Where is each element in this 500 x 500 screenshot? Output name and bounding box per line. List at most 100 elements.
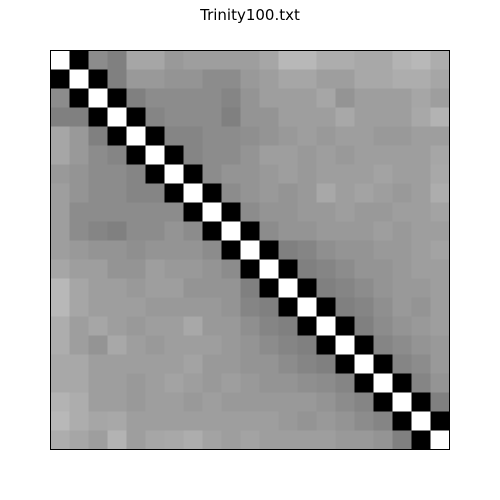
heatmap-cell-r0-c16 [354,50,374,70]
heatmap-cell-r8-c12 [278,202,298,222]
heatmap-cell-r5-c9 [221,145,241,165]
heatmap-cell-r1-c0 [50,69,70,89]
heatmap-cell-r9-c18 [392,221,412,241]
heatmap-cell-r19-c10 [240,411,260,431]
heatmap-cell-r10-c1 [69,240,89,260]
heatmap-cell-r5-c17 [373,145,393,165]
heatmap-cell-r10-c6 [164,240,184,260]
heatmap-cell-r6-c15 [335,164,355,184]
heatmap-cell-r0-c11 [259,50,279,70]
heatmap-cell-r18-c4 [126,392,146,412]
heatmap-cell-r15-c10 [240,335,260,355]
heatmap-cell-r16-c5 [145,354,165,374]
heatmap-cell-r15-c9 [221,335,241,355]
heatmap-cell-r1-c13 [297,69,317,89]
heatmap-cell-r8-c10 [240,202,260,222]
heatmap-cell-r14-c12 [278,316,298,336]
heatmap-cell-r13-c5 [145,297,165,317]
heatmap-cell-r10-c0 [50,240,70,260]
heatmap-cell-r0-c20 [430,50,450,70]
heatmap-cell-r8-c16 [354,202,374,222]
heatmap-cell-r16-c3 [107,354,127,374]
heatmap-cell-r3-c16 [354,107,374,127]
heatmap-cell-r19-c3 [107,411,127,431]
heatmap-cell-r20-c3 [107,430,127,450]
heatmap-cell-r7-c11 [259,183,279,203]
heatmap-cell-r2-c0 [50,88,70,108]
heatmap-cell-r10-c13 [297,240,317,260]
heatmap-cell-r0-c7 [183,50,203,70]
heatmap-cell-r13-c1 [69,297,89,317]
heatmap-cell-r12-c16 [354,278,374,298]
heatmap-cell-r10-c12 [278,240,298,260]
heatmap-cell-r18-c3 [107,392,127,412]
heatmap-cell-r1-c1 [69,69,89,89]
heatmap-cell-r3-c13 [297,107,317,127]
heatmap-cell-r17-c18 [392,373,412,393]
heatmap-cell-r11-c2 [88,259,108,279]
heatmap-cell-r14-c7 [183,316,203,336]
heatmap-cell-r19-c18 [392,411,412,431]
heatmap-cell-r14-c0 [50,316,70,336]
heatmap-cell-r15-c2 [88,335,108,355]
heatmap-cell-r0-c8 [202,50,222,70]
heatmap-cell-r11-c14 [316,259,336,279]
heatmap-cell-r0-c15 [335,50,355,70]
heatmap-cell-r14-c13 [297,316,317,336]
heatmap-cell-r14-c18 [392,316,412,336]
heatmap-cell-r6-c3 [107,164,127,184]
heatmap-cell-r20-c19 [411,430,431,450]
heatmap-cell-r13-c19 [411,297,431,317]
heatmap-cell-r18-c20 [430,392,450,412]
heatmap-cell-r14-c1 [69,316,89,336]
heatmap-cell-r1-c20 [430,69,450,89]
heatmap-cell-r18-c10 [240,392,260,412]
heatmap-cell-r1-c18 [392,69,412,89]
heatmap-cell-r19-c1 [69,411,89,431]
plot-frame [50,50,450,450]
heatmap-cell-r7-c4 [126,183,146,203]
heatmap-cell-r16-c11 [259,354,279,374]
heatmap-cell-r20-c11 [259,430,279,450]
heatmap-cell-r2-c1 [69,88,89,108]
heatmap-cell-r20-c16 [354,430,374,450]
heatmap-cell-r4-c12 [278,126,298,146]
heatmap-cell-r12-c13 [297,278,317,298]
heatmap-cell-r7-c7 [183,183,203,203]
heatmap-cell-r14-c5 [145,316,165,336]
heatmap-cell-r19-c11 [259,411,279,431]
heatmap-cell-r18-c1 [69,392,89,412]
heatmap-cell-r0-c14 [316,50,336,70]
heatmap-cell-r12-c9 [221,278,241,298]
heatmap-cell-r13-c7 [183,297,203,317]
heatmap-cell-r2-c17 [373,88,393,108]
heatmap-cell-r11-c11 [259,259,279,279]
heatmap-cell-r6-c6 [164,164,184,184]
heatmap-cell-r20-c18 [392,430,412,450]
heatmap-cell-r2-c8 [202,88,222,108]
heatmap-cell-r17-c8 [202,373,222,393]
heatmap-cell-r14-c3 [107,316,127,336]
heatmap-cell-r7-c15 [335,183,355,203]
heatmap-cell-r13-c8 [202,297,222,317]
heatmap-cell-r17-c14 [316,373,336,393]
heatmap-cell-r11-c12 [278,259,298,279]
heatmap-cell-r11-c6 [164,259,184,279]
heatmap-cell-r12-c17 [373,278,393,298]
heatmap-cell-r3-c20 [430,107,450,127]
heatmap-cell-r10-c3 [107,240,127,260]
heatmap-cell-r6-c20 [430,164,450,184]
heatmap-cell-r1-c17 [373,69,393,89]
heatmap-cell-r11-c5 [145,259,165,279]
heatmap-cell-r12-c10 [240,278,260,298]
heatmap-cell-r16-c15 [335,354,355,374]
heatmap-cell-r12-c19 [411,278,431,298]
heatmap-cell-r7-c19 [411,183,431,203]
heatmap-cell-r18-c8 [202,392,222,412]
heatmap-cell-r15-c7 [183,335,203,355]
heatmap-cell-r18-c2 [88,392,108,412]
heatmap-cell-r2-c10 [240,88,260,108]
heatmap-cell-r8-c0 [50,202,70,222]
heatmap-cell-r9-c7 [183,221,203,241]
heatmap-cell-r13-c12 [278,297,298,317]
